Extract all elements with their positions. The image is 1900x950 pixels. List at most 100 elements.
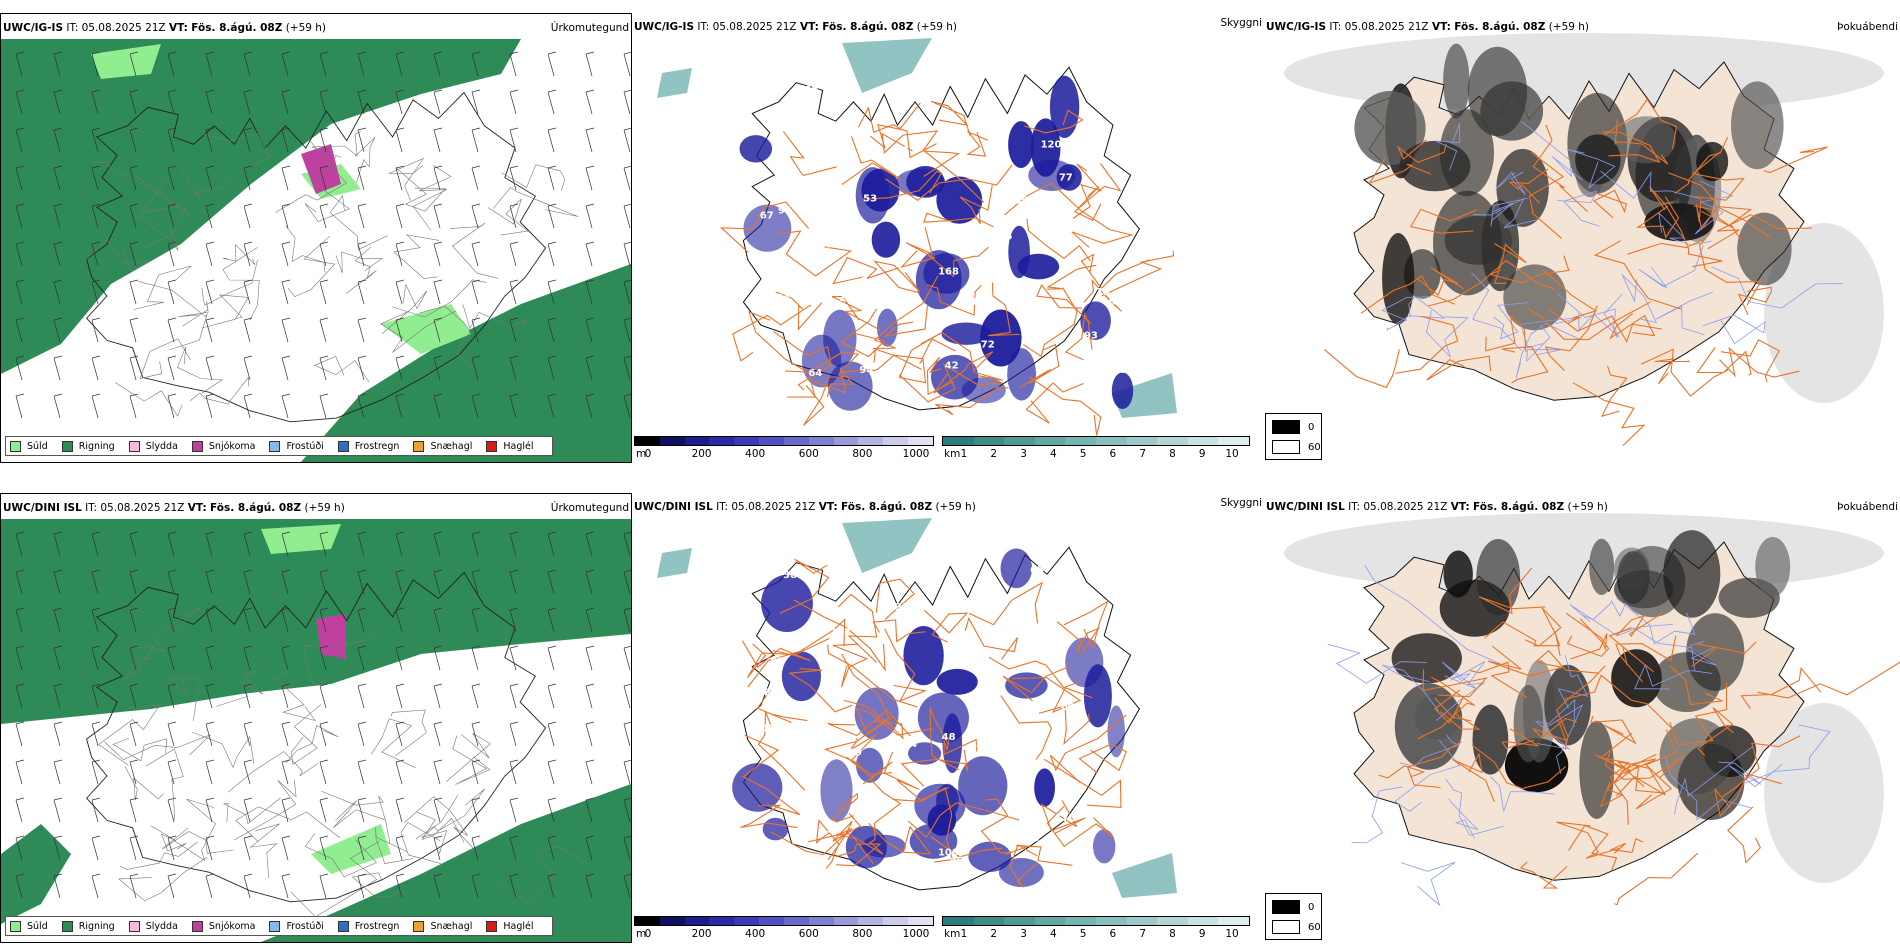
precip-map-dini xyxy=(1,494,631,942)
colorbar-segment xyxy=(908,437,933,445)
road-network xyxy=(1324,98,1828,446)
colorbar-tick-label: 9 xyxy=(1198,928,1206,940)
road-network xyxy=(82,131,579,417)
colorbar-tick-label: 1000 xyxy=(902,928,930,940)
cloud-base-label: 42 xyxy=(945,361,959,372)
legend-swatch xyxy=(486,920,498,932)
cloud-base-label: 65 xyxy=(1030,565,1044,576)
legend-swatch xyxy=(413,440,425,452)
visibility-colorbar: km 1 2 3 4 5 6 7 8 9 10 xyxy=(942,436,1252,462)
colorbar-segment xyxy=(1126,917,1158,925)
panel-variable-label: Þokuábendi xyxy=(1837,21,1898,33)
colorbar-tick-label: 10 xyxy=(1225,448,1239,460)
legend-swatch xyxy=(413,920,425,932)
precip-legend-item: Haglél xyxy=(486,920,534,932)
colorbar-segment xyxy=(734,437,760,445)
low-visibility-area xyxy=(657,518,1177,898)
precip-legend-item: Rigning xyxy=(61,920,115,932)
legend-label: Snæhagl xyxy=(430,920,473,932)
colorbar-segment xyxy=(1187,437,1219,445)
cloud-base-label: 75 xyxy=(807,853,821,864)
cloud-base-label: 52 xyxy=(820,144,834,155)
colorbar-tick-label: 200 xyxy=(691,448,712,460)
colorbar-tick-label: 600 xyxy=(798,448,819,460)
colorbar-tick-label: 0 xyxy=(644,928,652,940)
colorbar-strip xyxy=(942,916,1250,926)
colorbar-tick-label: 7 xyxy=(1139,928,1146,940)
legend-swatch xyxy=(337,920,349,932)
legend-label: Snjókoma xyxy=(208,440,256,452)
colorbar-segment xyxy=(759,437,784,445)
cloud-base-label: 11 xyxy=(839,293,853,304)
precip-type-panel-igis: UWC/IG-IS IT: 05.08.2025 21Z VT: Fös. 8.… xyxy=(0,13,632,463)
colorbar-tick-label: 6 xyxy=(1109,448,1117,460)
colorbar-segment xyxy=(1034,437,1066,445)
cloud-base-label: 100 xyxy=(938,848,959,859)
cloud-base-label: 89 xyxy=(848,747,862,758)
road-network xyxy=(719,100,1175,436)
cloud-base-label: 44 xyxy=(776,293,790,304)
panel-variable-label: Úrkomutegund xyxy=(550,502,629,514)
colorbar-segment xyxy=(943,917,974,925)
colorbar-tick-label: 400 xyxy=(745,928,766,940)
coastline xyxy=(85,571,547,903)
panel-title: UWC/DINI ISL IT: 05.08.2025 21Z VT: Fös.… xyxy=(1266,501,1608,513)
precip-map-igis xyxy=(1,14,631,462)
legend-swatch xyxy=(191,920,203,932)
legend-label: Slydda xyxy=(145,440,178,452)
coastline xyxy=(85,91,547,423)
precip-legend-item: Frostúði xyxy=(269,920,324,932)
cloud-base-label: 38 xyxy=(783,570,797,581)
cloud-base-label: 43 xyxy=(746,295,760,306)
legend-label: Súld xyxy=(27,440,48,452)
low-visibility-area xyxy=(657,38,1177,418)
colorbar-segment xyxy=(973,437,1005,445)
cloud-base-label: 76 xyxy=(1095,287,1109,298)
road-network xyxy=(98,606,588,918)
cloud-base-label: 89 xyxy=(1014,195,1028,206)
legend-swatch xyxy=(486,440,498,452)
cloud-base-label: 85 xyxy=(1108,297,1122,308)
precip-legend: Súld Rigning Slydda Snjókoma Frostúði Frostre… xyxy=(5,916,553,936)
colorbar-segment xyxy=(943,437,974,445)
cloud-base-label: 83 xyxy=(819,839,833,850)
fog-panel-dini: UWC/DINI ISL IT: 05.08.2025 21Z VT: Fös.… xyxy=(1264,493,1900,943)
cloud-base-label: 45 xyxy=(990,650,1004,661)
colorbar-segment xyxy=(1126,437,1158,445)
legend-label: Haglél xyxy=(503,440,534,452)
cloud-base-label: 54 xyxy=(903,739,917,750)
rain-area xyxy=(1,519,631,942)
cloud-base-label: 61 xyxy=(894,559,908,570)
legend-label: Snjókoma xyxy=(208,920,256,932)
fog-map-igis xyxy=(1264,13,1900,463)
cloud-base-label: 94 xyxy=(859,365,873,376)
cloud-base-label: 20 xyxy=(818,239,832,250)
precip-legend-item: Frostúði xyxy=(269,440,324,452)
precip-legend-item: Frostregn xyxy=(337,440,399,452)
fog-legend: 0 60 xyxy=(1265,413,1322,460)
fog-index-shading xyxy=(1391,530,1791,820)
precip-legend-item: Snjókoma xyxy=(191,440,256,452)
legend-label: Frostúði xyxy=(286,920,324,932)
colorbar-segment xyxy=(1065,437,1096,445)
colorbar-segment xyxy=(783,917,809,925)
colorbar-strip xyxy=(634,916,934,926)
cloud-base-label: 57 xyxy=(808,246,822,257)
legend-label: Rigning xyxy=(78,440,115,452)
colorbar-unit: km xyxy=(944,448,961,460)
colorbar-segment xyxy=(759,917,784,925)
cloud-base-label: 47 xyxy=(1054,312,1068,323)
cloud-base-label: 196 xyxy=(888,602,909,613)
wind-barbs xyxy=(15,531,631,899)
cloud-base-label: 91 xyxy=(804,101,818,112)
cloud-base-label: 64 xyxy=(808,368,822,379)
snow-area xyxy=(316,614,346,659)
colorbar-tick-label: 6 xyxy=(1109,928,1117,940)
precip-type-panel-dini: UWC/DINI ISL IT: 05.08.2025 21Z VT: Fös.… xyxy=(0,493,632,943)
colorbar-tick-label: 800 xyxy=(852,448,873,460)
legend-label: Súld xyxy=(27,920,48,932)
cloud-base-label: 48 xyxy=(843,182,857,193)
fog-legend-white-swatch xyxy=(1272,440,1300,454)
legend-label: Frostregn xyxy=(354,920,400,932)
cloud-base-label: 95 xyxy=(836,212,850,223)
